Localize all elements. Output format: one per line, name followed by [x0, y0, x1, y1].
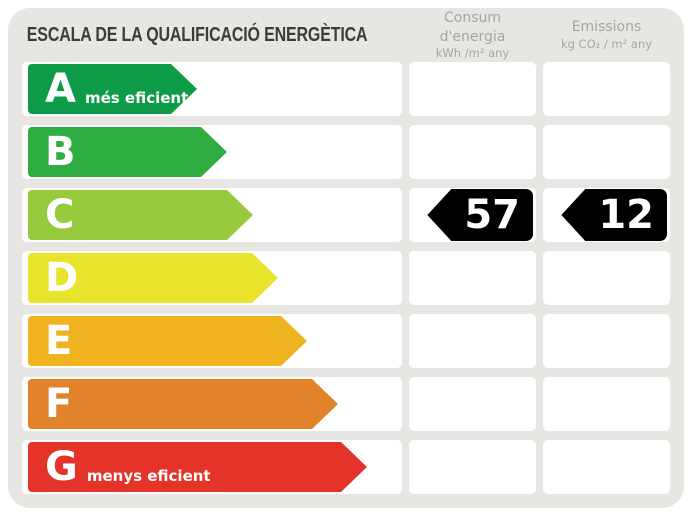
emissions-cell	[543, 440, 670, 494]
marker-value: 12	[585, 189, 667, 241]
scale-row: B	[22, 125, 670, 179]
rating-arrow: G menys eficient	[28, 442, 367, 492]
scale-row: E	[22, 314, 670, 368]
scale-row: C 57 12	[22, 188, 670, 242]
scale-row: F	[22, 377, 670, 431]
rating-note: menys eficient	[86, 466, 211, 485]
consum-cell	[409, 62, 536, 116]
rating-letter: E	[45, 318, 73, 364]
rating-arrow: A més eficient	[28, 64, 197, 114]
rating-arrow: D	[28, 253, 278, 303]
scale-row: D	[22, 251, 670, 305]
rating-arrow: F	[28, 379, 338, 429]
emissions-cell	[543, 62, 670, 116]
scale-band-cell: B	[22, 125, 402, 179]
consum-value-marker: 57	[427, 189, 533, 241]
consum-unit: kWh /m² any	[435, 45, 510, 60]
rating-scale: A més eficient B C 57 12 D	[22, 62, 670, 494]
rating-letter: G	[45, 444, 78, 490]
column-header-emissions: Emissions kg CO₂ / m² any	[543, 18, 670, 51]
emissions-label: Emissions	[571, 19, 642, 36]
scale-band-cell: A més eficient	[22, 62, 402, 116]
emissions-value-marker: 12	[561, 189, 667, 241]
consum-cell	[409, 125, 536, 179]
rating-arrow: E	[28, 316, 307, 366]
emissions-unit: kg CO₂ / m² any	[560, 36, 653, 51]
rating-note: més eficient	[84, 88, 189, 107]
consum-cell	[409, 377, 536, 431]
scale-band-cell: C	[22, 188, 402, 242]
energy-scale-card: ESCALA DE LA QUALIFICACIÓ ENERGÈTICA Con…	[8, 8, 684, 508]
consum-cell	[409, 440, 536, 494]
rating-letter: F	[45, 381, 73, 427]
scale-band-cell: F	[22, 377, 402, 431]
page-title: ESCALA DE LA QUALIFICACIÓ ENERGÈTICA	[26, 23, 368, 46]
header: ESCALA DE LA QUALIFICACIÓ ENERGÈTICA Con…	[22, 8, 670, 62]
marker-value: 57	[451, 189, 533, 241]
rating-letter: C	[45, 192, 75, 238]
emissions-cell: 12	[543, 188, 670, 242]
rating-letter: B	[45, 129, 76, 175]
column-header-consum: Consum d'energia kWh /m² any	[409, 9, 536, 60]
rating-arrow: C	[28, 190, 253, 240]
marker-left-arrow-icon	[561, 189, 586, 241]
scale-band-cell: G menys eficient	[22, 440, 402, 494]
emissions-cell	[543, 314, 670, 368]
consum-cell	[409, 251, 536, 305]
emissions-cell	[543, 251, 670, 305]
scale-band-cell: D	[22, 251, 402, 305]
emissions-cell	[543, 125, 670, 179]
rating-letter: D	[45, 255, 79, 301]
rating-arrow: B	[28, 127, 227, 177]
scale-row: G menys eficient	[22, 440, 670, 494]
scale-band-cell: E	[22, 314, 402, 368]
consum-cell: 57	[409, 188, 536, 242]
consum-cell	[409, 314, 536, 368]
consum-label: Consum d'energia	[439, 10, 506, 45]
scale-row: A més eficient	[22, 62, 670, 116]
emissions-cell	[543, 377, 670, 431]
marker-left-arrow-icon	[427, 189, 452, 241]
rating-letter: A	[45, 66, 76, 112]
